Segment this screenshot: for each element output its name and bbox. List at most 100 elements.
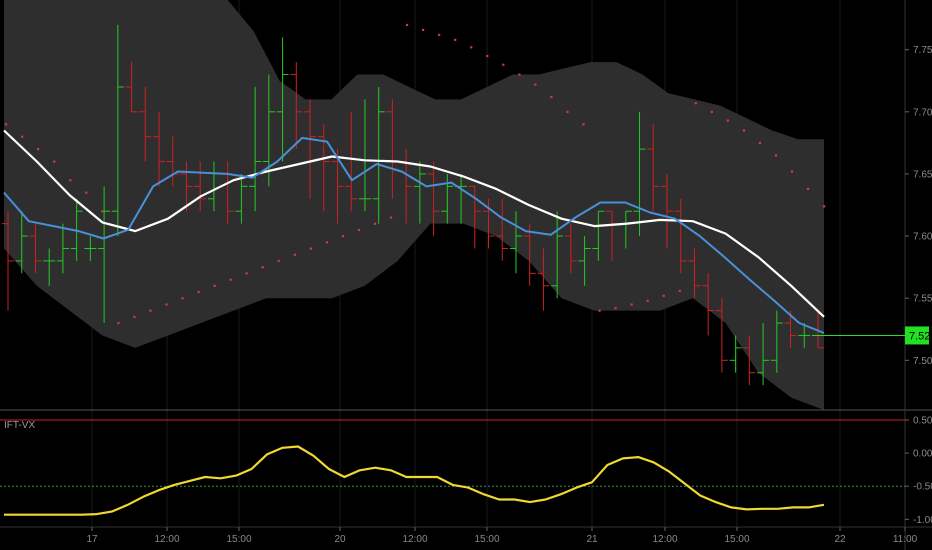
time-tick-label: 22 [834, 534, 846, 545]
time-tick-label: 12:00 [154, 534, 179, 545]
oscillator-tick-label: 0.50 [913, 415, 932, 426]
price-bar [139, 86, 152, 162]
last-price-badge [905, 326, 929, 345]
price-bar [153, 111, 166, 187]
price-bar [304, 99, 317, 199]
psar-dot [341, 235, 345, 238]
oscillator-tick-label: 0.00 [913, 449, 932, 460]
oscillator-tick-label: -0.50 [913, 482, 932, 493]
psar-dot [454, 38, 457, 41]
psar-dot [229, 278, 232, 281]
price-bar [551, 211, 564, 299]
oscillator-title: IFT-VX [4, 420, 35, 431]
price-bar [702, 273, 715, 336]
psar-dot [678, 289, 681, 292]
price-bar [496, 198, 509, 261]
price-tick-label: 7.65 [913, 169, 932, 180]
psar-dot [518, 73, 521, 76]
price-bar [592, 210, 605, 261]
price-bar [647, 124, 660, 212]
psar-dot [277, 259, 280, 263]
psar-dot [405, 23, 409, 27]
price-bar [633, 111, 646, 237]
time-tick-label: 15:00 [226, 534, 251, 545]
time-tick-label: 15:00 [724, 534, 749, 545]
time-tick-label: 12:00 [652, 534, 677, 545]
price-tick-label: 7.60 [913, 232, 932, 243]
psar-dot [21, 135, 24, 138]
time-tick-label: 21 [586, 534, 598, 545]
price-bar [235, 173, 248, 224]
psar-dot [197, 290, 200, 294]
volatility-band [4, 0, 824, 410]
psar-dot [694, 102, 697, 105]
psar-dot [534, 83, 537, 86]
price-bar [413, 161, 426, 224]
price-bar [509, 211, 522, 274]
psar-dot [37, 148, 40, 151]
psar-dot [438, 33, 441, 36]
time-tick-label: 12:00 [402, 534, 427, 545]
price-tick-label: 7.55 [913, 294, 932, 305]
psar-dot [133, 315, 136, 319]
psar-dot [790, 170, 794, 173]
psar-dot [823, 205, 826, 208]
psar-dot [69, 179, 72, 182]
psar-dot [470, 46, 473, 49]
psar-dot [117, 322, 120, 325]
psar-dot [758, 141, 762, 145]
price-bar [180, 161, 193, 212]
psar-dot [101, 210, 104, 213]
price-bar [564, 223, 577, 274]
time-tick-label: 17 [86, 534, 98, 545]
psar-dot [389, 216, 393, 219]
price-bar [427, 161, 440, 237]
psar-dot [774, 154, 778, 157]
psar-dot [53, 160, 56, 163]
price-bars-layer [2, 24, 824, 386]
psar-dot [325, 241, 328, 244]
psar-dot [742, 129, 746, 132]
psar-dot [293, 253, 296, 256]
psar-dot [357, 228, 361, 232]
psar-dot [181, 297, 184, 300]
psar-dot [309, 247, 312, 250]
psar-dot [726, 119, 729, 122]
psar-layer [5, 23, 826, 325]
price-bar [743, 335, 756, 386]
fast-moving-average [3, 136, 825, 334]
price-bar [276, 37, 289, 162]
price-bar [757, 323, 770, 386]
psar-dot [710, 110, 713, 114]
psar-dot [630, 303, 633, 306]
price-tick-label: 7.75 [913, 45, 932, 56]
band-layer [4, 0, 824, 410]
time-tick-label: 11:00 [893, 534, 918, 545]
price-bar [798, 323, 811, 348]
price-bar [98, 186, 111, 324]
price-bar [358, 99, 371, 212]
time-tick-label: 20 [334, 534, 346, 545]
price-bar [125, 62, 138, 113]
price-bar [2, 211, 14, 311]
price-tick-label: 7.70 [913, 107, 932, 118]
price-tick-label: 7.50 [913, 356, 932, 367]
price-bar [84, 236, 97, 261]
psar-dot [614, 307, 617, 310]
psar-dot [486, 54, 489, 58]
price-bar [194, 161, 207, 212]
time-tick-label: 15:00 [474, 534, 499, 545]
psar-dot [662, 294, 665, 297]
price-bar [729, 335, 742, 373]
psar-dot [806, 187, 810, 191]
psar-dot [165, 303, 168, 306]
psar-dot [5, 123, 8, 126]
psar-dot [149, 309, 152, 312]
psar-dot [261, 266, 264, 269]
price-bar [43, 248, 56, 286]
price-bar [523, 223, 536, 286]
slow-moving-average [3, 129, 825, 318]
price-bar [468, 185, 481, 249]
